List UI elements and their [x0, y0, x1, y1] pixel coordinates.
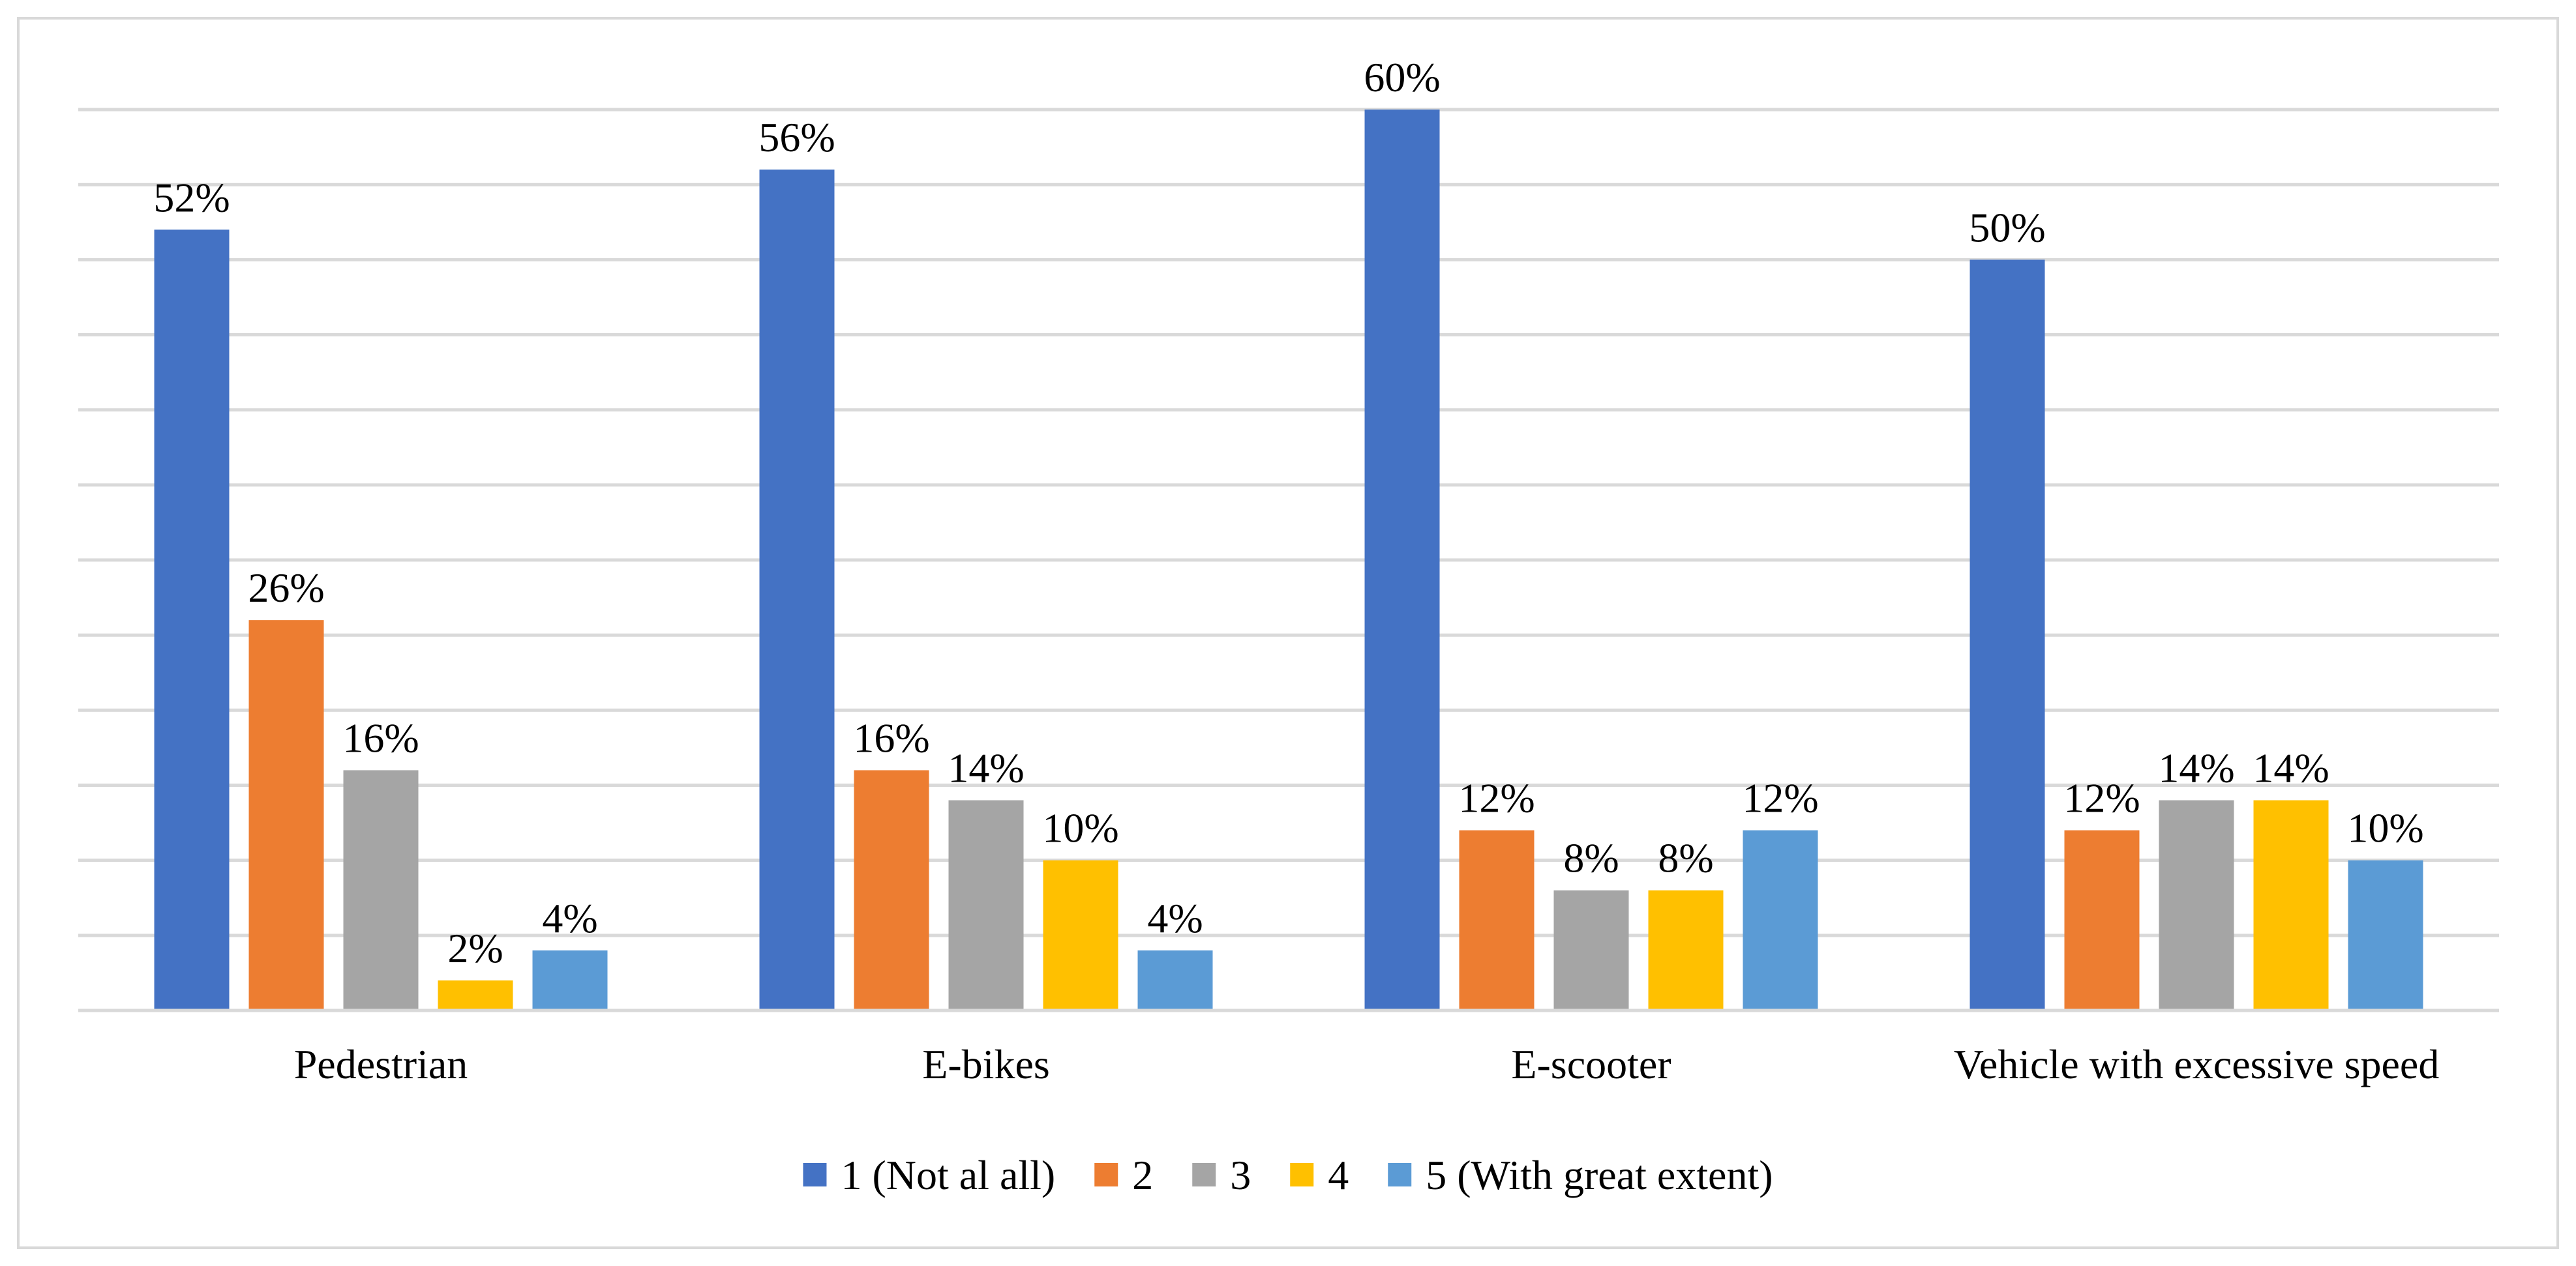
bar [854, 770, 929, 1010]
data-label: 12% [1742, 775, 1818, 821]
legend-item: 3 [1192, 1152, 1251, 1198]
data-label: 16% [853, 714, 929, 761]
data-label: 8% [1563, 835, 1619, 881]
bar [1648, 890, 1724, 1010]
category-label: Vehicle with excessive speed [1954, 1041, 2440, 1087]
data-label: 4% [1147, 895, 1203, 941]
bar [438, 980, 513, 1010]
data-label: 2% [447, 925, 503, 971]
data-label: 16% [342, 714, 419, 761]
data-label: 10% [2347, 805, 2423, 851]
legend-label: 3 [1230, 1152, 1251, 1198]
data-label: 60% [1364, 54, 1440, 100]
bar-chart: 52% 26% 16% 2% 4% 56% 16% 14% 10% 4% 60% 12% 8% 8% 12%… [78, 54, 2499, 1198]
bar [1969, 259, 2045, 1010]
data-label: 8% [1658, 835, 1713, 881]
legend-swatch [1094, 1163, 1118, 1186]
category-label: Pedestrian [294, 1041, 468, 1087]
bar [2064, 830, 2140, 1010]
legend-swatch [1388, 1163, 1412, 1186]
bar [1743, 830, 1818, 1010]
bar [1553, 890, 1629, 1010]
bar [248, 620, 324, 1010]
bar [2159, 800, 2234, 1010]
data-label: 12% [2063, 775, 2140, 821]
data-label: 50% [1969, 204, 2045, 250]
legend-swatch [1290, 1163, 1314, 1186]
category-label: E-bikes [922, 1041, 1050, 1087]
legend-item: 5 (With great extent) [1388, 1152, 1773, 1198]
data-label: 14% [2253, 745, 2329, 791]
data-label: 26% [248, 565, 324, 611]
bar [2253, 800, 2329, 1010]
chart-frame: 52% 26% 16% 2% 4% 56% 16% 14% 10% 4% 60% 12% 8% 8% 12%… [17, 17, 2559, 1249]
data-label: 10% [1042, 805, 1118, 851]
legend-item: 2 [1094, 1152, 1153, 1198]
bar [532, 950, 608, 1010]
data-labels: 52% 26% 16% 2% 4% 56% 16% 14% 10% 4% 60% 12% 8% 8% 12%… [153, 54, 2423, 971]
bar [759, 169, 835, 1010]
category-label: E-scooter [1511, 1041, 1671, 1087]
bar [1043, 860, 1118, 1010]
legend-item: 1 (Not al all) [803, 1152, 1055, 1198]
data-label: 12% [1458, 775, 1535, 821]
bar [343, 770, 419, 1010]
category-labels: Pedestrian E-bikes E-scooter Vehicle with e… [294, 1041, 2440, 1087]
legend-swatch [1192, 1163, 1216, 1186]
data-label: 52% [153, 174, 230, 220]
data-label: 14% [2158, 745, 2234, 791]
bar [2348, 860, 2423, 1010]
bar [1459, 830, 1535, 1010]
bar [948, 800, 1024, 1010]
legend: 1 (Not al all) 2 3 4 5 (With great extent) [803, 1152, 1773, 1198]
data-label: 14% [948, 745, 1024, 791]
data-label: 4% [542, 895, 597, 941]
legend-item: 4 [1290, 1152, 1349, 1198]
bar [1364, 110, 1440, 1011]
bar [154, 229, 230, 1011]
bars [154, 110, 2423, 1011]
bar [1137, 950, 1213, 1010]
legend-label: 5 (With great extent) [1426, 1152, 1773, 1198]
data-label: 56% [758, 114, 835, 160]
legend-label: 2 [1132, 1152, 1153, 1198]
legend-swatch [803, 1163, 827, 1186]
legend-label: 4 [1328, 1152, 1349, 1198]
gridlines [78, 108, 2499, 937]
legend-label: 1 (Not al all) [841, 1152, 1055, 1198]
